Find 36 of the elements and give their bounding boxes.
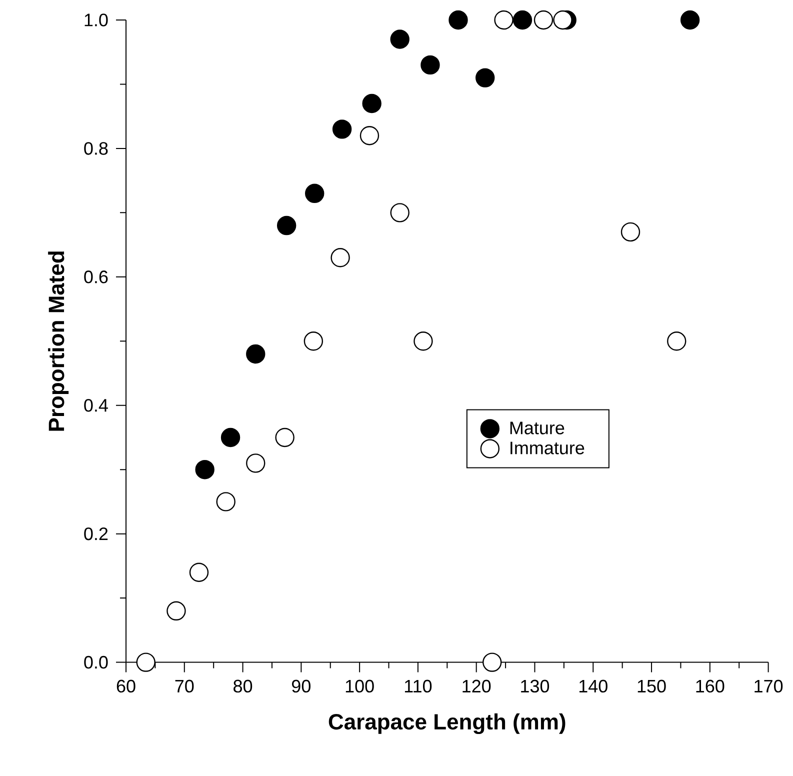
x-tick-label: 60 xyxy=(116,680,136,693)
point xyxy=(476,68,495,88)
point xyxy=(362,94,382,114)
legend-label: Immature xyxy=(510,442,584,454)
x-tick-label: 160 xyxy=(696,680,724,693)
point xyxy=(448,10,468,30)
y-tick-label: 0.6 xyxy=(84,270,108,284)
point xyxy=(553,10,572,30)
x-tick-label: 90 xyxy=(292,680,310,693)
x-tick-label: 80 xyxy=(234,680,252,693)
x-axis-title: Carapace Length (mm) xyxy=(328,713,566,734)
y-axis-title: Proportion Mated xyxy=(48,252,69,431)
x-tick-label: 130 xyxy=(521,680,550,693)
legend-label: Mature xyxy=(510,422,564,434)
x-tick-label: 170 xyxy=(754,680,783,693)
x-tick-label: 150 xyxy=(638,680,666,693)
point xyxy=(276,216,296,236)
y-tick-label: 0.4 xyxy=(84,398,108,412)
point xyxy=(420,55,440,75)
point xyxy=(220,428,240,448)
point xyxy=(195,460,214,480)
point xyxy=(246,344,266,364)
point xyxy=(390,30,410,49)
y-tick-label: 0.8 xyxy=(84,142,108,155)
point xyxy=(332,120,352,139)
point xyxy=(305,184,324,204)
x-tick-label: 140 xyxy=(579,680,608,693)
y-tick-label: 0.0 xyxy=(84,656,108,669)
y-tick-label: 1.0 xyxy=(84,14,108,26)
x-tick-label: 100 xyxy=(346,680,374,693)
x-tick-label: 120 xyxy=(462,680,491,693)
point xyxy=(512,10,532,30)
x-tick-label: 70 xyxy=(175,680,194,693)
x-tick-label: 110 xyxy=(404,680,432,693)
y-tick-label: 0.2 xyxy=(84,527,108,540)
point xyxy=(680,10,700,30)
